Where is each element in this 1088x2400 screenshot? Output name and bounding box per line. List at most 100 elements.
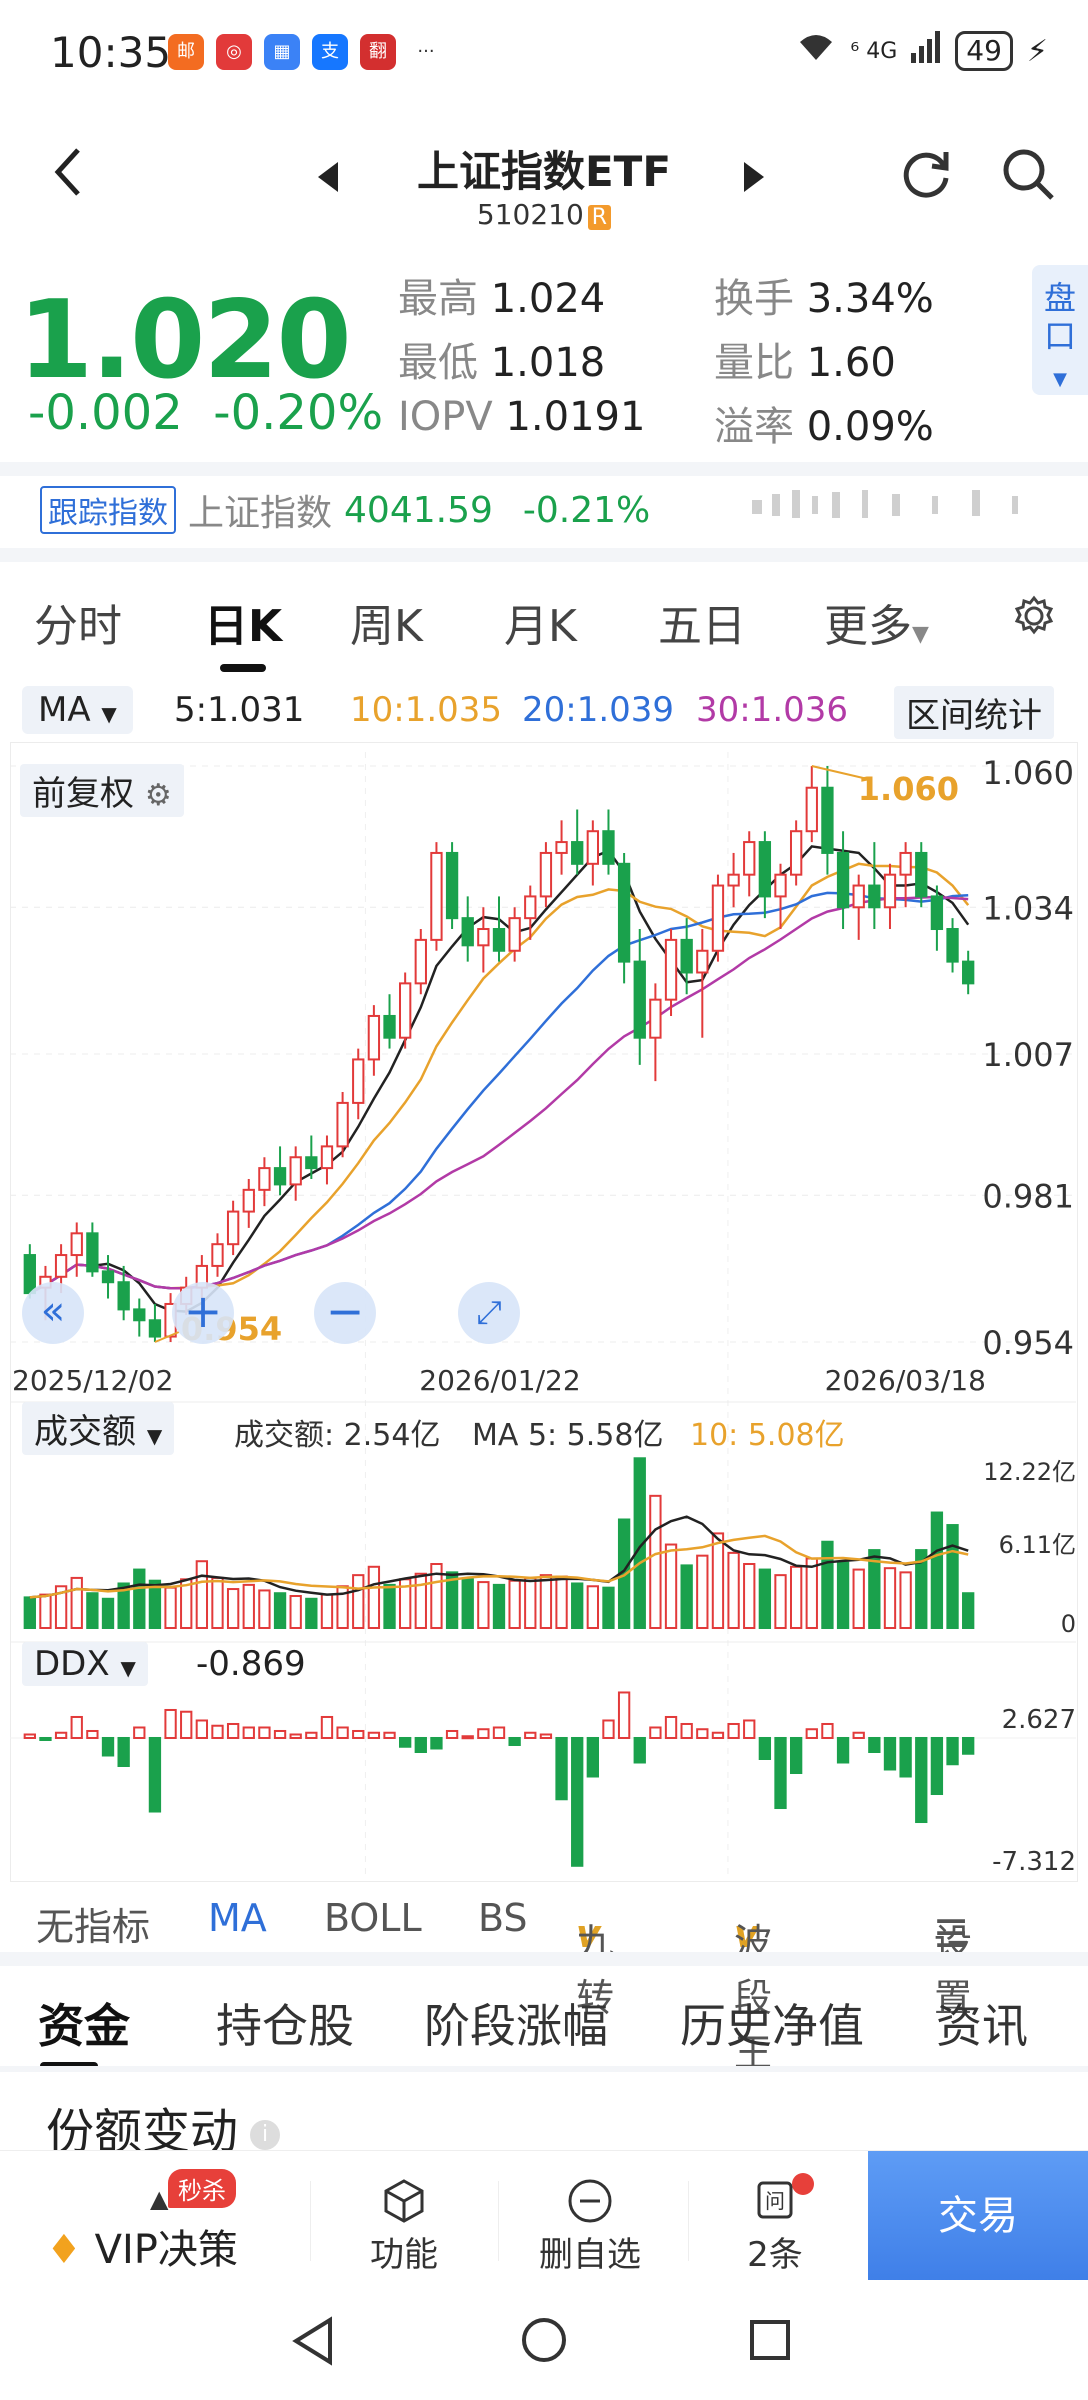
volume-bar xyxy=(680,1564,693,1629)
ddx-bar xyxy=(133,1726,146,1739)
adjust-selector[interactable]: 前复权 ⚙ xyxy=(20,764,184,817)
volume-bar xyxy=(133,1568,146,1629)
tab-monthly-k[interactable]: 月K xyxy=(504,601,577,652)
kline-chart[interactable]: 1.060 1.034 1.007 0.981 0.954 2025/12/02 2026/… xyxy=(0,742,1088,1880)
candle-body xyxy=(492,928,506,952)
next-stock-icon[interactable] xyxy=(742,162,764,196)
y-axis-label: 1.060 xyxy=(982,754,1074,792)
fullscreen-icon[interactable]: ⤢ xyxy=(458,1282,520,1344)
ddx-bar xyxy=(774,1736,787,1810)
candle-body xyxy=(727,873,740,887)
ddx-bar xyxy=(101,1736,115,1757)
indicator-bs[interactable]: BS xyxy=(478,1896,528,1940)
volume-bar xyxy=(117,1582,130,1629)
candle-body xyxy=(226,1210,240,1246)
candle-body xyxy=(70,1232,83,1257)
period-tabs: 分时 日K 周K 月K 五日 更多▼ xyxy=(0,580,1088,672)
tab-holdings[interactable]: 持仓股 xyxy=(216,1999,354,2053)
candle-body xyxy=(430,851,443,941)
max-marker-line xyxy=(811,765,873,781)
ma20-value: 20:1.039 xyxy=(522,690,675,730)
ask-button[interactable]: 问 2条 xyxy=(710,2151,840,2281)
volume-bar xyxy=(258,1589,271,1629)
status-app-icon: 翻 xyxy=(360,34,396,70)
stat-premium: 溢率 0.09% xyxy=(714,394,934,452)
search-icon[interactable] xyxy=(1000,146,1056,206)
remove-watchlist-button[interactable]: 删自选 xyxy=(520,2151,660,2281)
volume-bar xyxy=(602,1586,615,1630)
prev-stock-icon[interactable] xyxy=(318,162,340,196)
nav-back-icon[interactable] xyxy=(290,2316,336,2370)
volume-bar xyxy=(101,1597,115,1629)
indicator-ma[interactable]: MA xyxy=(208,1896,267,1940)
order-book-tab[interactable]: 盘口 ▼ xyxy=(1032,265,1088,395)
volume-bar xyxy=(367,1565,381,1630)
ddx-bar xyxy=(915,1736,928,1824)
ddx-bar xyxy=(148,1736,162,1813)
candle-body xyxy=(445,851,459,920)
max-marker-label: 1.060 xyxy=(858,770,959,808)
zoom-in-icon[interactable]: + xyxy=(172,1282,234,1344)
low-value: 1.018 xyxy=(490,340,606,386)
tab-weekly-k[interactable]: 周K xyxy=(350,601,423,652)
ddx-y-label: -7.312 xyxy=(992,1847,1076,1877)
volume-bar xyxy=(492,1583,506,1629)
nav-home-icon[interactable] xyxy=(520,2316,568,2368)
tab-five-day[interactable]: 五日 xyxy=(658,601,746,652)
divider xyxy=(0,1952,1088,1966)
tab-intraday[interactable]: 分时 xyxy=(34,601,122,652)
price-change: -0.002 -0.20% xyxy=(28,385,383,441)
tab-news[interactable]: 资讯 xyxy=(936,1999,1028,2053)
candle-body xyxy=(915,851,928,898)
flash-sale-badge: 秒杀 xyxy=(168,2169,236,2208)
bottom-action-bar: 秒杀 ▲ ♦ VIP决策 功能 删自选 问 2条 交易 xyxy=(0,2150,1088,2281)
ddx-bar xyxy=(868,1736,881,1753)
back-icon[interactable] xyxy=(52,146,82,202)
ma-selector[interactable]: MA ▼ xyxy=(22,686,133,734)
stat-low: 最低 1.018 xyxy=(398,330,605,388)
volume-bar xyxy=(852,1568,865,1629)
function-button[interactable]: 功能 xyxy=(340,2151,468,2281)
volume-bar xyxy=(461,1578,474,1629)
tab-nav-history[interactable]: 历史净值 xyxy=(680,1999,864,2053)
tab-daily-k[interactable]: 日K xyxy=(204,601,283,652)
tab-period-change[interactable]: 阶段涨幅 xyxy=(424,1999,608,2053)
volume-ma10-line xyxy=(29,1534,969,1599)
volume-bar xyxy=(23,1596,36,1629)
candle-body xyxy=(414,938,427,985)
divider xyxy=(0,548,1088,562)
candle-body xyxy=(461,917,474,947)
vip-decision-button[interactable]: 秒杀 ▲ ♦ VIP决策 xyxy=(0,2151,310,2281)
battery-level: 49 xyxy=(955,31,1013,71)
nav-recents-icon[interactable] xyxy=(748,2318,792,2366)
tab-more[interactable]: 更多▼ xyxy=(824,590,929,654)
info-tabs: 资金 持仓股 阶段涨幅 历史净值 资讯 xyxy=(0,1970,1088,2070)
turnover-label: 换手 xyxy=(714,276,794,322)
info-icon[interactable]: i xyxy=(250,2120,281,2150)
trade-button[interactable]: 交易 xyxy=(868,2151,1088,2281)
candle-body xyxy=(586,830,599,865)
indicator-none[interactable]: 无指标 xyxy=(36,1905,151,1949)
scroll-left-icon[interactable]: « xyxy=(22,1282,84,1344)
indicator-boll[interactable]: BOLL xyxy=(324,1896,422,1940)
refresh-icon[interactable] xyxy=(896,144,956,208)
tab-funds[interactable]: 资金 xyxy=(38,1999,130,2053)
tracking-index-row[interactable]: 跟踪指数 上证指数 4041.59 -0.21% xyxy=(40,480,1088,540)
volume-ma10: 10: 5.08亿 xyxy=(690,1418,845,1453)
candle-body xyxy=(54,1254,68,1278)
range-stats-button[interactable]: 区间统计 xyxy=(894,686,1054,739)
volume-selector[interactable]: 成交额 ▼ xyxy=(22,1402,175,1455)
chart-settings-icon[interactable] xyxy=(1012,594,1056,649)
ddx-bar xyxy=(180,1710,193,1739)
volume-bar xyxy=(789,1565,803,1630)
zoom-out-icon[interactable]: − xyxy=(314,1282,376,1344)
ddx-selector[interactable]: DDX ▼ xyxy=(22,1642,148,1686)
ddx-bar xyxy=(789,1736,803,1775)
candle-body xyxy=(930,895,944,931)
volume-bar xyxy=(930,1511,944,1630)
candle-body xyxy=(805,786,818,833)
volume-bar xyxy=(508,1579,521,1630)
high-value: 1.024 xyxy=(490,276,606,322)
volume-y-label: 12.22亿 xyxy=(983,1458,1076,1486)
ddx-selector-label: DDX xyxy=(34,1644,110,1684)
